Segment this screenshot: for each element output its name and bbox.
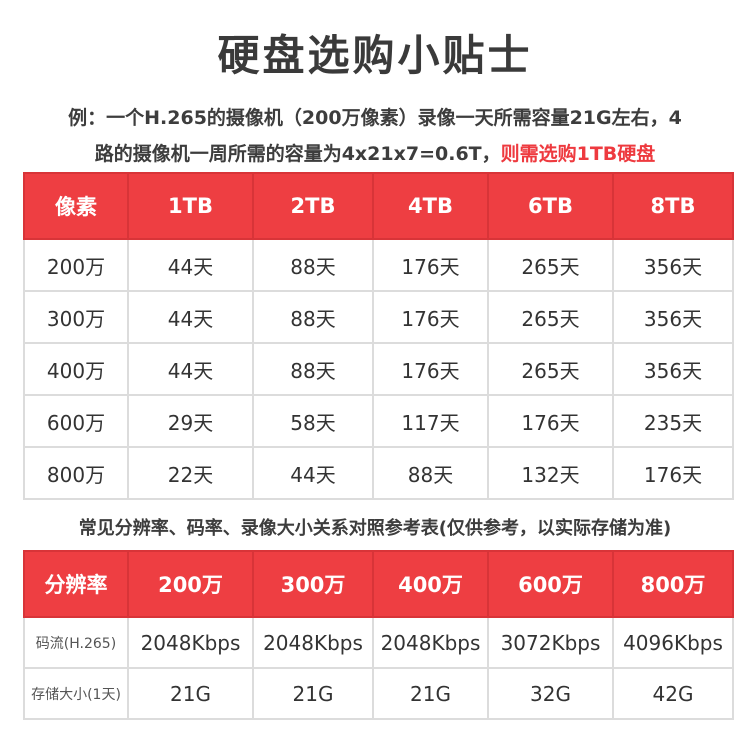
table-cell: 356天 bbox=[612, 290, 734, 344]
table-cell: 117天 bbox=[372, 394, 489, 448]
table-cell: 44天 bbox=[252, 446, 374, 500]
table-cell: 88天 bbox=[252, 238, 374, 292]
table-row: 码流(H.265) 2048Kbps 2048Kbps 2048Kbps 3072Kbp… bbox=[23, 616, 734, 669]
table-cell: 356天 bbox=[612, 342, 734, 396]
table-row: 400万 44天 88天 176天 265天 356天 bbox=[23, 342, 734, 396]
table-cell: 58天 bbox=[252, 394, 374, 448]
note-line-2-text: 路的摄像机一周所需的容量为4x21x7=0.6T， bbox=[94, 143, 501, 165]
note-line-2: 路的摄像机一周所需的容量为4x21x7=0.6T，则需选购1TB硬盘 bbox=[0, 139, 750, 166]
row-label: 800万 bbox=[23, 446, 129, 500]
table-cell: 235天 bbox=[612, 394, 734, 448]
header-cell: 200万 bbox=[127, 550, 254, 618]
table-cell: 265天 bbox=[487, 238, 614, 292]
header-cell: 2TB bbox=[252, 172, 374, 240]
table-cell: 176天 bbox=[487, 394, 614, 448]
row-label: 200万 bbox=[23, 238, 129, 292]
row-label: 400万 bbox=[23, 342, 129, 396]
row-label: 600万 bbox=[23, 394, 129, 448]
table-cell: 2048Kbps bbox=[127, 616, 254, 669]
header-cell: 600万 bbox=[487, 550, 614, 618]
table-cell: 44天 bbox=[127, 290, 254, 344]
header-cell: 分辨率 bbox=[23, 550, 129, 618]
table-cell: 29天 bbox=[127, 394, 254, 448]
table-row: 300万 44天 88天 176天 265天 356天 bbox=[23, 290, 734, 344]
table-cell: 132天 bbox=[487, 446, 614, 500]
table-cell: 4096Kbps bbox=[612, 616, 734, 669]
table-cell: 88天 bbox=[252, 342, 374, 396]
table-row: 存储大小(1天) 21G 21G 21G 32G 42G bbox=[23, 667, 734, 720]
table-cell: 44天 bbox=[127, 238, 254, 292]
row-label: 码流(H.265) bbox=[23, 616, 129, 669]
table-cell: 176天 bbox=[372, 238, 489, 292]
table-cell: 265天 bbox=[487, 342, 614, 396]
note-highlight: 则需选购1TB硬盘 bbox=[500, 143, 656, 165]
table-row: 600万 29天 58天 117天 176天 235天 bbox=[23, 394, 734, 448]
header-cell: 像素 bbox=[23, 172, 129, 240]
table-cell: 21G bbox=[252, 667, 374, 720]
table-cell: 22天 bbox=[127, 446, 254, 500]
header-cell: 400万 bbox=[372, 550, 489, 618]
header-row: 像素 1TB 2TB 4TB 6TB 8TB bbox=[23, 172, 734, 240]
header-cell: 8TB bbox=[612, 172, 734, 240]
table-row: 800万 22天 44天 88天 132天 176天 bbox=[23, 446, 734, 500]
header-cell: 1TB bbox=[127, 172, 254, 240]
table-cell: 356天 bbox=[612, 238, 734, 292]
header-cell: 300万 bbox=[252, 550, 374, 618]
table-cell: 88天 bbox=[372, 446, 489, 500]
table-cell: 44天 bbox=[127, 342, 254, 396]
header-cell: 4TB bbox=[372, 172, 489, 240]
note-line-1: 例：一个H.265的摄像机（200万像素）录像一天所需容量21G左右，4 bbox=[68, 107, 682, 129]
table-cell: 21G bbox=[127, 667, 254, 720]
table-cell: 265天 bbox=[487, 290, 614, 344]
table-cell: 3072Kbps bbox=[487, 616, 614, 669]
row-label: 300万 bbox=[23, 290, 129, 344]
table2-caption: 常见分辨率、码率、录像大小关系对照参考表(仅供参考，以实际存储为准) bbox=[78, 518, 672, 539]
table-cell: 32G bbox=[487, 667, 614, 720]
table-cell: 176天 bbox=[372, 290, 489, 344]
bitrate-table: 分辨率 200万 300万 400万 600万 800万 码流(H.265) 2048Kbps… bbox=[23, 550, 734, 720]
table-row: 200万 44天 88天 176天 265天 356天 bbox=[23, 238, 734, 292]
row-label: 存储大小(1天) bbox=[23, 667, 129, 720]
table-cell: 42G bbox=[612, 667, 734, 720]
table-cell: 176天 bbox=[612, 446, 734, 500]
page-title: 硬盘选购小贴士 bbox=[217, 31, 533, 80]
table-cell: 21G bbox=[372, 667, 489, 720]
table-cell: 176天 bbox=[372, 342, 489, 396]
table-cell: 2048Kbps bbox=[252, 616, 374, 669]
header-cell: 6TB bbox=[487, 172, 614, 240]
storage-days-table: 像素 1TB 2TB 4TB 6TB 8TB 200万 44天 88天 176天 265天 356天 3… bbox=[23, 172, 734, 500]
header-cell: 800万 bbox=[612, 550, 734, 618]
table-cell: 2048Kbps bbox=[372, 616, 489, 669]
header-row: 分辨率 200万 300万 400万 600万 800万 bbox=[23, 550, 734, 618]
table-cell: 88天 bbox=[252, 290, 374, 344]
